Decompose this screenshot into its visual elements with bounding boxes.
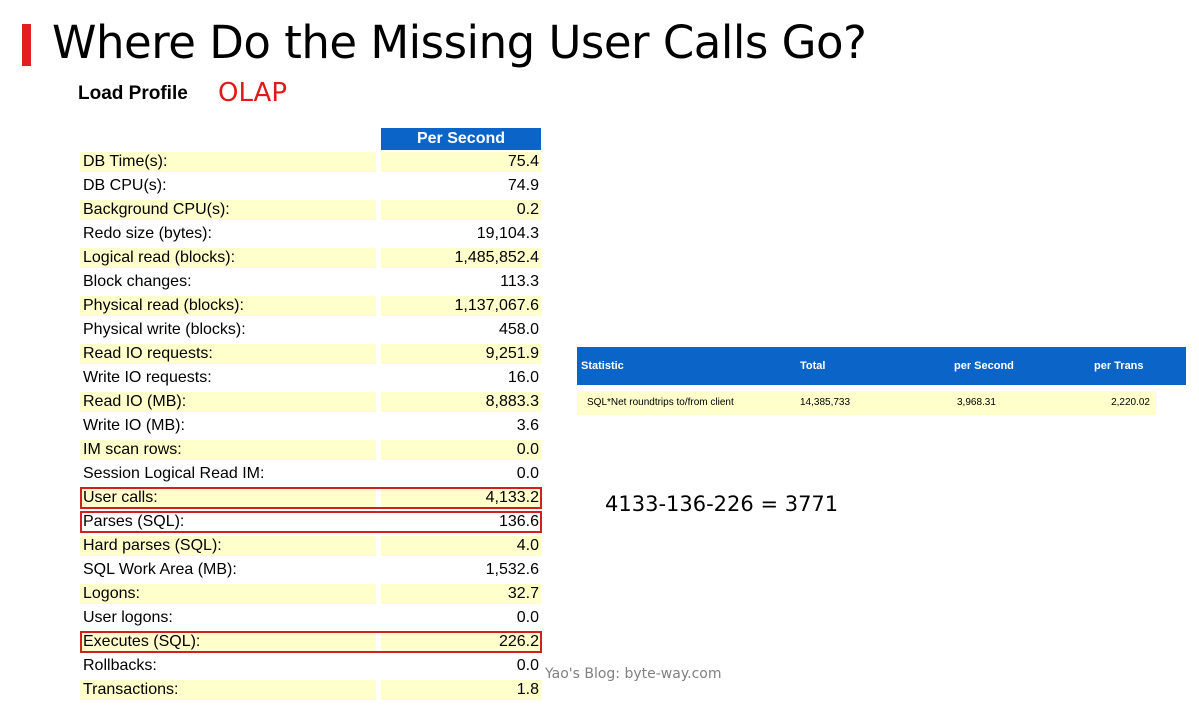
total-cell: 14,385,733 (800, 397, 851, 408)
load-profile-row: DB Time(s): 75.4 (80, 150, 542, 174)
load-profile-row: User logons: 0.0 (80, 606, 542, 630)
load-profile-row: Parses (SQL): 136.6 (80, 510, 542, 534)
metric-name: Transactions: (80, 680, 376, 700)
metric-value: 19,104.3 (476, 225, 539, 242)
metric-value: 32.7 (381, 584, 541, 604)
metric-value: 0.0 (381, 440, 541, 460)
table-row: SQL*Net roundtrips to/from client 14,385… (577, 391, 1156, 415)
load-profile-row: Redo size (bytes): 19,104.3 (80, 222, 542, 246)
load-profile-row: Logical read (blocks): 1,485,852.4 (80, 246, 542, 270)
blog-watermark: Yao's Blog: byte-way.com (545, 666, 722, 682)
metric-name: Background CPU(s): (80, 200, 376, 220)
load-profile-row: Write IO (MB): 3.6 (80, 414, 542, 438)
metric-name: DB CPU(s): (83, 177, 167, 194)
load-profile-row: Physical read (blocks): 1,137,067.6 (80, 294, 542, 318)
metric-name: User logons: (83, 609, 173, 626)
metric-name: SQL Work Area (MB): (83, 561, 237, 578)
metric-value: 1,532.6 (485, 561, 539, 578)
metric-value: 1,485,852.4 (381, 248, 541, 268)
metric-value: 1,137,067.6 (381, 296, 541, 316)
per-trans-cell: 2,220.02 (1111, 397, 1150, 408)
metric-name: Read IO requests: (80, 344, 376, 364)
load-profile-row: Transactions: 1.8 (80, 678, 542, 702)
metric-name: Block changes: (83, 273, 192, 290)
load-profile-row: Rollbacks: 0.0 (80, 654, 542, 678)
metric-value: 3.6 (516, 417, 539, 434)
metric-value: 1.8 (381, 680, 541, 700)
load-profile-row: Logons: 32.7 (80, 582, 542, 606)
metric-name: Physical write (blocks): (83, 321, 246, 338)
load-profile-row: Session Logical Read IM: 0.0 (80, 462, 542, 486)
metric-name: User calls: (80, 488, 376, 508)
metric-name: Session Logical Read IM: (83, 465, 265, 482)
metric-value: 9,251.9 (381, 344, 541, 364)
metric-value: 226.2 (381, 632, 541, 652)
statistic-column-header: Statistic (581, 360, 624, 372)
load-profile-label: Load Profile (78, 83, 188, 104)
metric-value: 4.0 (381, 536, 541, 556)
metric-name: Write IO (MB): (83, 417, 185, 434)
metric-value: 8,883.3 (381, 392, 541, 412)
load-profile-row: Write IO requests: 16.0 (80, 366, 542, 390)
metric-name: Hard parses (SQL): (80, 536, 376, 556)
total-column-header: Total (800, 360, 826, 372)
load-profile-row: DB CPU(s): 74.9 (80, 174, 542, 198)
load-profile-row: Block changes: 113.3 (80, 270, 542, 294)
metric-value: 0.0 (516, 657, 539, 674)
metric-name: Rollbacks: (83, 657, 157, 674)
metric-name: Logical read (blocks): (80, 248, 376, 268)
load-profile-row: Physical write (blocks): 458.0 (80, 318, 542, 342)
load-profile-row: IM scan rows: 0.0 (80, 438, 542, 462)
metric-value: 4,133.2 (381, 488, 541, 508)
metric-name: DB Time(s): (80, 152, 376, 172)
metric-value: 0.0 (516, 609, 539, 626)
per-second-header: Per Second (381, 128, 541, 150)
metric-name: Logons: (80, 584, 376, 604)
statistic-name-cell: SQL*Net roundtrips to/from client (587, 397, 734, 408)
metric-value: 0.0 (516, 465, 539, 482)
metric-value: 75.4 (381, 152, 541, 172)
olap-tag: OLAP (218, 78, 288, 108)
metric-value: 74.9 (507, 177, 539, 194)
metric-value: 136.6 (498, 513, 539, 530)
load-profile-row: User calls: 4,133.2 (80, 486, 542, 510)
per-second-cell: 3,968.31 (957, 397, 996, 408)
per-second-column-header: per Second (954, 360, 1014, 372)
title-accent-bar (22, 24, 31, 66)
metric-name: Write IO requests: (83, 369, 212, 386)
metric-name: IM scan rows: (80, 440, 376, 460)
load-profile-row: Read IO requests: 9,251.9 (80, 342, 542, 366)
metric-name: Executes (SQL): (80, 632, 376, 652)
per-trans-column-header: per Trans (1094, 360, 1144, 372)
metric-name: Read IO (MB): (80, 392, 376, 412)
metric-value: 113.3 (500, 273, 539, 290)
metric-value: 0.2 (381, 200, 541, 220)
metric-name: Parses (SQL): (83, 513, 185, 530)
metric-name: Redo size (bytes): (83, 225, 212, 242)
metric-name: Physical read (blocks): (80, 296, 376, 316)
load-profile-row: SQL Work Area (MB): 1,532.6 (80, 558, 542, 582)
load-profile-table: DB Time(s): 75.4 DB CPU(s): 74.9 Backgro… (80, 150, 542, 702)
load-profile-row: Hard parses (SQL): 4.0 (80, 534, 542, 558)
load-profile-row: Executes (SQL): 226.2 (80, 630, 542, 654)
load-profile-row: Read IO (MB): 8,883.3 (80, 390, 542, 414)
calculation-formula: 4133-136-226 = 3771 (605, 492, 839, 516)
statistic-table-header: Statistic Total per Second per Trans (577, 347, 1186, 385)
metric-value: 458.0 (498, 321, 539, 338)
metric-value: 16.0 (507, 369, 539, 386)
load-profile-row: Background CPU(s): 0.2 (80, 198, 542, 222)
page-title: Where Do the Missing User Calls Go? (52, 16, 867, 69)
